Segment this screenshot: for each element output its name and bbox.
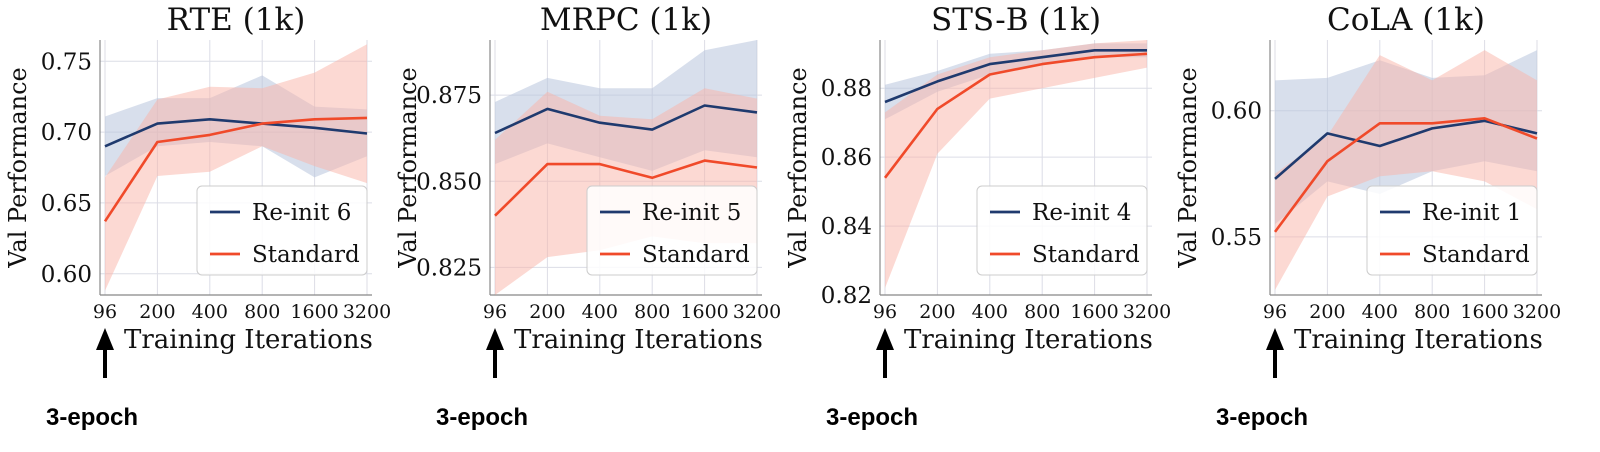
x-tick-label: 400 [582, 301, 618, 323]
chart-title: MRPC (1k) [540, 2, 712, 38]
series-line-standard [103, 116, 368, 223]
confidence-band-standard [1275, 50, 1537, 290]
y-axis-label: Val Performance [1174, 67, 1202, 268]
series-line-standard [883, 52, 1148, 179]
y-tick-label: 0.60 [41, 262, 92, 288]
arrow-up-icon [1266, 328, 1284, 350]
confidence-band-standard [105, 44, 367, 291]
series-line-standard [494, 159, 758, 217]
chart-panel-4: CoLA (1k) 0.55 0.60 96 200 400 800 1600 3200 Val … [1174, 2, 1561, 431]
arrow-label: 3-epoch [46, 404, 138, 431]
x-tick-label: 200 [919, 301, 955, 323]
series-line-reinit [884, 48, 1147, 104]
y-tick-label: 0.88 [821, 76, 872, 102]
x-tick-label: 3200 [1513, 301, 1561, 323]
x-axis-label: Training Iterations [904, 325, 1153, 355]
legend-label-standard: Standard [1422, 242, 1530, 268]
x-tick-label: 1600 [1460, 301, 1508, 323]
legend: Re-init 4 Standard [976, 185, 1148, 276]
x-tick-label: 800 [1414, 301, 1450, 323]
series-line-reinit [104, 118, 368, 148]
x-tick-label: 200 [139, 301, 175, 323]
x-tick-label: 96 [1263, 301, 1287, 323]
x-tick-label: 96 [93, 301, 117, 323]
legend: Re-init 6 Standard [196, 185, 368, 276]
y-tick-label: 0.70 [41, 120, 92, 146]
legend-label-reinit: Re-init 6 [252, 200, 351, 226]
legend-label-standard: Standard [1032, 242, 1140, 268]
x-tick-label: 200 [1309, 301, 1345, 323]
y-axis-label: Val Performance [394, 67, 422, 268]
x-tick-label: 3200 [733, 301, 781, 323]
confidence-band-standard [885, 40, 1147, 289]
legend: Re-init 1 Standard [1366, 185, 1538, 276]
x-tick-label: 400 [972, 301, 1008, 323]
chart-panel-3: STS-B (1k) 0.82 0.84 0.86 0.88 96 200 400 800 160… [784, 2, 1171, 431]
x-tick-label: 200 [529, 301, 565, 323]
y-tick-label: 0.850 [416, 169, 482, 195]
x-tick-label: 800 [634, 301, 670, 323]
chart-title: STS-B (1k) [931, 2, 1101, 38]
legend-label-reinit: Re-init 1 [1422, 200, 1521, 226]
y-tick-label: 0.75 [41, 49, 92, 75]
x-tick-label: 1600 [1070, 301, 1118, 323]
chart-title: CoLA (1k) [1327, 2, 1485, 38]
y-axis-label: Val Performance [4, 67, 32, 268]
x-tick-label: 1600 [680, 301, 728, 323]
arrow-label: 3-epoch [1216, 404, 1308, 431]
y-axis-label: Val Performance [784, 67, 812, 268]
y-tick-label: 0.65 [41, 191, 92, 217]
y-tick-label: 0.875 [416, 83, 482, 109]
y-tick-label: 0.86 [821, 145, 872, 171]
x-tick-label: 400 [192, 301, 228, 323]
x-axis-label: Training Iterations [124, 325, 373, 355]
y-tick-label: 0.825 [416, 255, 482, 281]
y-tick-label: 0.82 [821, 283, 872, 309]
arrow-label: 3-epoch [436, 404, 528, 431]
legend-label-standard: Standard [252, 242, 360, 268]
x-tick-label: 96 [483, 301, 507, 323]
x-tick-label: 3200 [343, 301, 391, 323]
y-tick-label: 0.55 [1211, 225, 1262, 251]
series-line-standard [1273, 117, 1538, 233]
x-tick-label: 96 [873, 301, 897, 323]
x-tick-label: 800 [1024, 301, 1060, 323]
y-tick-label: 0.60 [1211, 99, 1262, 125]
x-axis-label: Training Iterations [514, 325, 763, 355]
arrow-label: 3-epoch [826, 404, 918, 431]
arrow-up-icon [876, 328, 894, 350]
x-tick-label: 800 [244, 301, 280, 323]
legend: Re-init 5 Standard [586, 185, 758, 276]
arrow-up-icon [96, 328, 114, 350]
legend-label-reinit: Re-init 5 [642, 200, 741, 226]
chart-title: RTE (1k) [167, 2, 306, 38]
arrow-up-icon [486, 328, 504, 350]
series-line-reinit [494, 104, 758, 135]
x-tick-label: 1600 [290, 301, 338, 323]
legend-label-standard: Standard [642, 242, 750, 268]
x-tick-label: 400 [1362, 301, 1398, 323]
y-tick-label: 0.84 [821, 214, 872, 240]
x-tick-label: 3200 [1123, 301, 1171, 323]
x-axis-label: Training Iterations [1294, 325, 1543, 355]
legend-label-reinit: Re-init 4 [1032, 200, 1131, 226]
